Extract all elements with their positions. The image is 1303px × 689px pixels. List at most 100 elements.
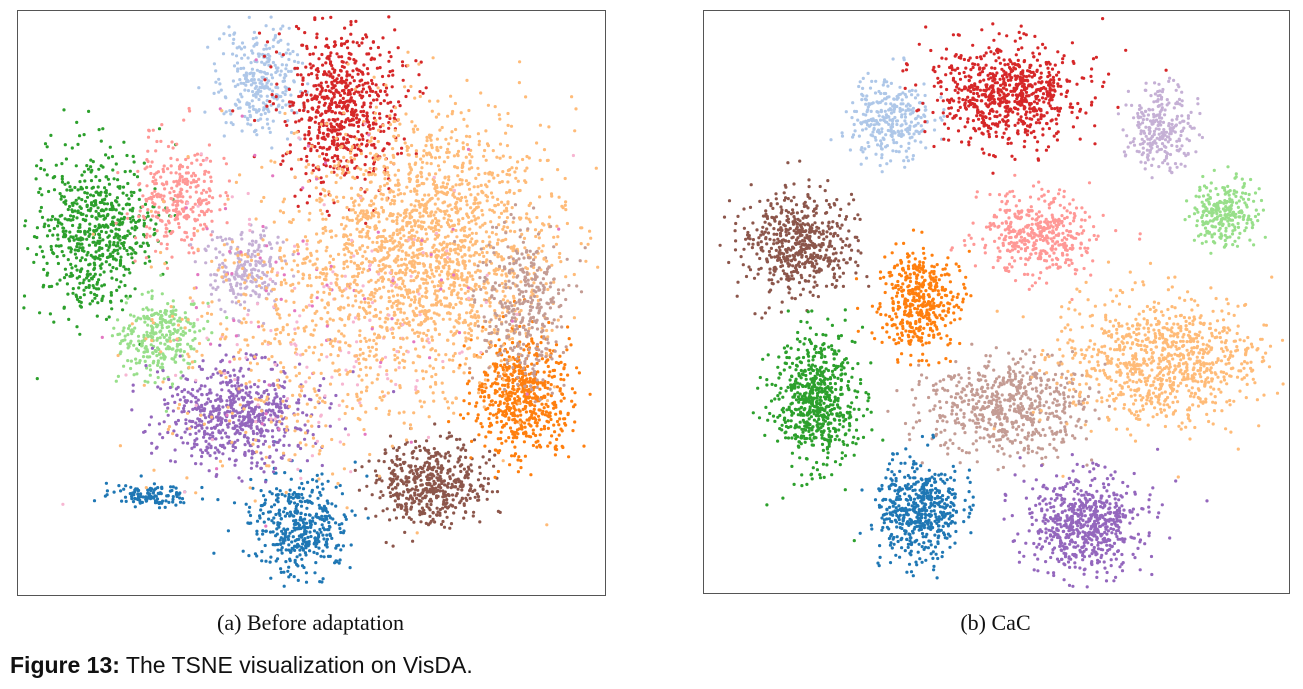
scatter-point [286, 535, 290, 539]
scatter-point [265, 388, 269, 392]
scatter-point [160, 501, 164, 505]
scatter-point [242, 418, 246, 422]
scatter-point [324, 507, 328, 511]
scatter-point [282, 386, 286, 390]
scatter-point [315, 485, 320, 489]
scatter-point [415, 472, 419, 476]
scatter-point [34, 252, 39, 257]
scatter-point [364, 507, 368, 511]
scatter-point [497, 215, 501, 219]
scatter-point [192, 178, 196, 182]
scatter-point [254, 95, 258, 99]
scatter-point [488, 449, 492, 453]
scatter-point [511, 418, 515, 422]
scatter-point [529, 402, 533, 406]
scatter-point [482, 476, 487, 480]
scatter-point [169, 156, 173, 160]
scatter-point [166, 430, 170, 435]
scatter-point [160, 333, 164, 337]
scatter-point [146, 323, 150, 327]
scatter-point [247, 510, 251, 514]
scatter-point [287, 26, 291, 30]
scatter-point [326, 501, 330, 505]
scatter-point [293, 426, 298, 430]
scatter-point [284, 531, 288, 535]
scatter-point [232, 32, 236, 36]
scatter-point [139, 317, 143, 321]
scatter-point [152, 482, 156, 486]
scatter-point [104, 481, 108, 485]
scatter-point [203, 222, 207, 226]
scatter-point [218, 82, 222, 86]
scatter-point [108, 192, 112, 196]
scatter-point [173, 400, 177, 404]
scatter-point [249, 293, 253, 298]
scatter-point [138, 498, 142, 502]
scatter-point [275, 395, 279, 399]
scatter-point [124, 499, 128, 503]
scatter-point [379, 101, 383, 106]
scatter-point [367, 459, 371, 463]
scatter-point [328, 406, 332, 410]
scatter-point [301, 487, 306, 491]
scatter-point [112, 326, 116, 330]
scatter-point [262, 272, 266, 277]
scatter-point [517, 455, 521, 459]
scatter-point [268, 99, 272, 104]
scatter-point [434, 453, 438, 457]
scatter-point [191, 205, 195, 209]
scatter-point [54, 244, 58, 248]
scatter-point [313, 541, 317, 545]
scatter-point [432, 465, 436, 469]
scatter-point [344, 85, 348, 89]
scatter-point [326, 134, 330, 138]
scatter-point [401, 78, 405, 82]
scatter-point [384, 237, 388, 241]
scatter-point [322, 537, 326, 541]
scatter-point [570, 387, 575, 391]
scatter-point [110, 201, 114, 205]
scatter-point [72, 201, 76, 205]
scatter-point [290, 108, 294, 113]
scatter-point [549, 383, 553, 387]
scatter-point [58, 214, 62, 218]
scatter-point [526, 364, 530, 368]
scatter-point [273, 282, 278, 286]
scatter-point [100, 200, 104, 204]
scatter-point [78, 246, 82, 250]
scatter-point [88, 232, 92, 236]
scatter-point [265, 40, 270, 44]
scatter-point [270, 519, 274, 523]
scatter-point [281, 240, 285, 244]
scatter-point [355, 120, 359, 124]
scatter-point [456, 446, 460, 450]
scatter-point [380, 398, 384, 402]
scatter-point [234, 252, 238, 256]
scatter-point [255, 42, 259, 47]
scatter-point [378, 125, 382, 129]
scatter-point [538, 387, 542, 391]
scatter-point [501, 459, 505, 463]
scatter-point [559, 372, 563, 377]
scatter-point [534, 394, 538, 398]
scatter-point [340, 55, 344, 59]
scatter-point [243, 262, 247, 266]
scatter-point [306, 82, 310, 86]
scatter-point [116, 374, 120, 378]
scatter-point [299, 446, 303, 451]
scatter-point [111, 168, 115, 172]
scatter-point [234, 409, 238, 413]
scatter-point [126, 359, 130, 363]
scatter-point [99, 209, 103, 213]
scatter-point [494, 400, 498, 404]
scatter-point [56, 237, 60, 241]
scatter-point [325, 510, 330, 514]
scatter-point [289, 130, 294, 135]
scatter-point [567, 455, 571, 459]
scatter-point [150, 160, 154, 164]
scatter-point [203, 110, 207, 114]
scatter-point [287, 87, 291, 91]
scatter-point [134, 497, 138, 501]
scatter-point [278, 51, 282, 56]
scatter-point [544, 410, 549, 414]
